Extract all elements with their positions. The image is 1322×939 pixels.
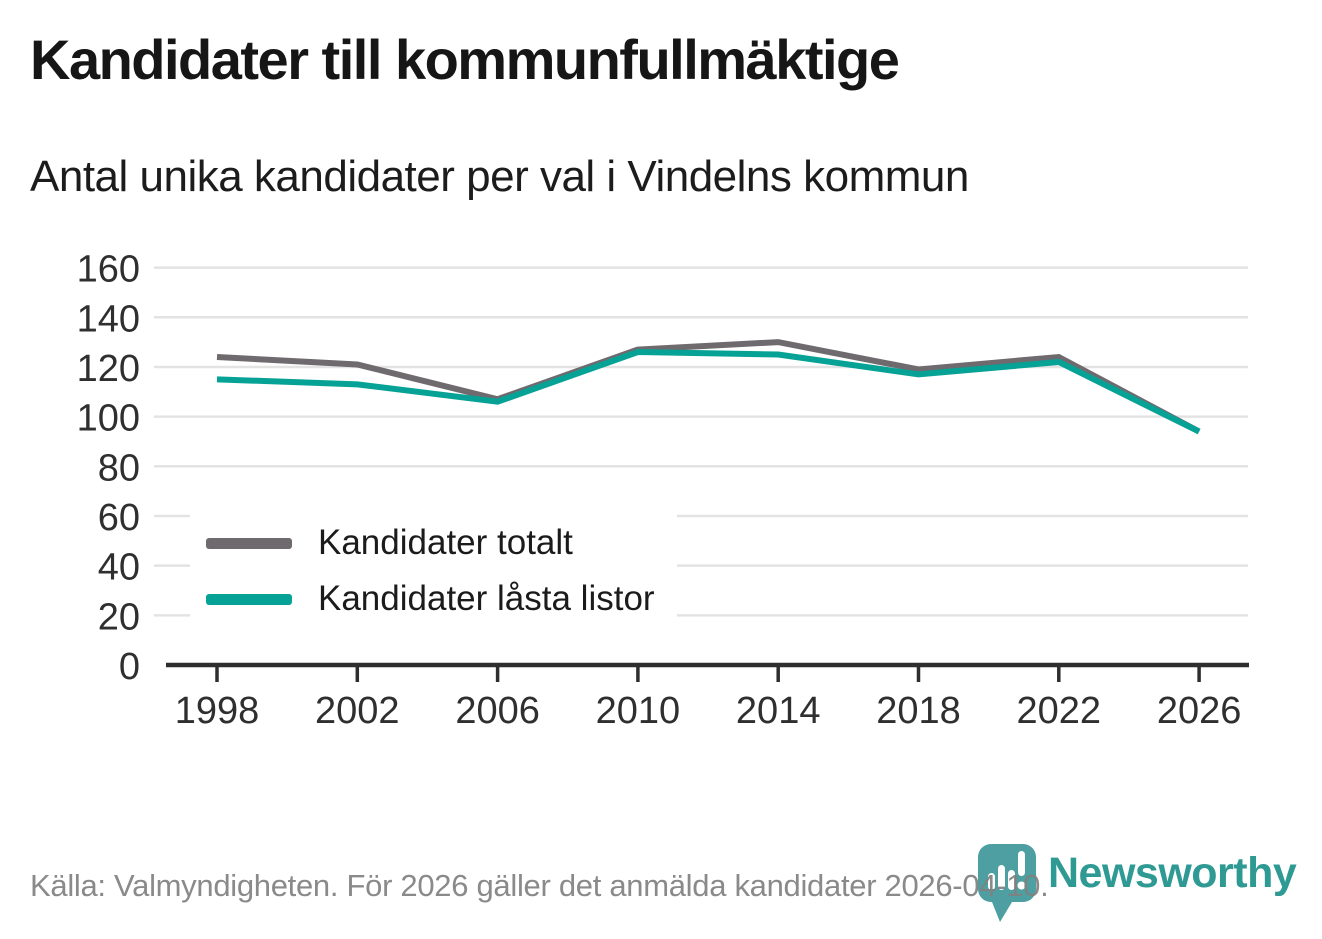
legend-label-lasta-listor: Kandidater låsta listor	[318, 579, 655, 618]
x-tick-label-1998: 1998	[175, 690, 260, 732]
x-tick-label-2018: 2018	[876, 690, 961, 732]
legend-item-kandidater-lasta-listor: Kandidater låsta listor	[206, 576, 655, 622]
legend-item-kandidater-totalt: Kandidater totalt	[206, 520, 655, 566]
y-tick-label-20: 20	[98, 596, 140, 638]
brand-name: Newsworthy	[1048, 849, 1297, 897]
y-tick-label-100: 100	[77, 398, 140, 440]
newsworthy-pin-icon	[978, 844, 1036, 922]
x-tick-label-2006: 2006	[455, 690, 540, 732]
chart-title: Kandidater till kommunfullmäktige	[30, 28, 900, 91]
y-tick-label-80: 80	[98, 447, 140, 489]
y-tick-label-0: 0	[119, 646, 140, 688]
y-tick-label-40: 40	[98, 547, 140, 589]
x-tick-label-2010: 2010	[596, 690, 681, 732]
legend-swatch-lasta-listor-icon	[206, 593, 292, 605]
chart-subtitle: Antal unika kandidater per val i Vindeln…	[30, 152, 969, 201]
legend-swatch-totalt-icon	[206, 537, 292, 549]
y-tick-label-160: 160	[77, 249, 140, 291]
y-tick-label-60: 60	[98, 497, 140, 539]
x-tick-label-2002: 2002	[315, 690, 400, 732]
line-chart: 0 20 40 60 80 100 120 140 160 1998 2002 2006 2010 201…	[0, 230, 1322, 750]
x-tick-label-2026: 2026	[1157, 690, 1242, 732]
legend-label-totalt: Kandidater totalt	[318, 523, 573, 562]
x-tick-label-2014: 2014	[736, 690, 821, 732]
y-tick-label-120: 120	[77, 348, 140, 390]
line-series-totalt	[216, 339, 1201, 435]
newsworthy-logo: Newsworthy	[978, 844, 1297, 926]
line-series-lasta-listor	[216, 349, 1201, 435]
x-tick-label-2022: 2022	[1017, 690, 1102, 732]
chart-legend: Kandidater totalt Kandidater låsta listo…	[190, 512, 677, 634]
y-tick-label-140: 140	[77, 298, 140, 340]
source-text: Källa: Valmyndigheten. För 2026 gäller d…	[30, 868, 1049, 903]
chart-plot-canvas: 0 20 40 60 80 100 120 140 160 1998 2002 2006 2010 201…	[77, 249, 1249, 732]
